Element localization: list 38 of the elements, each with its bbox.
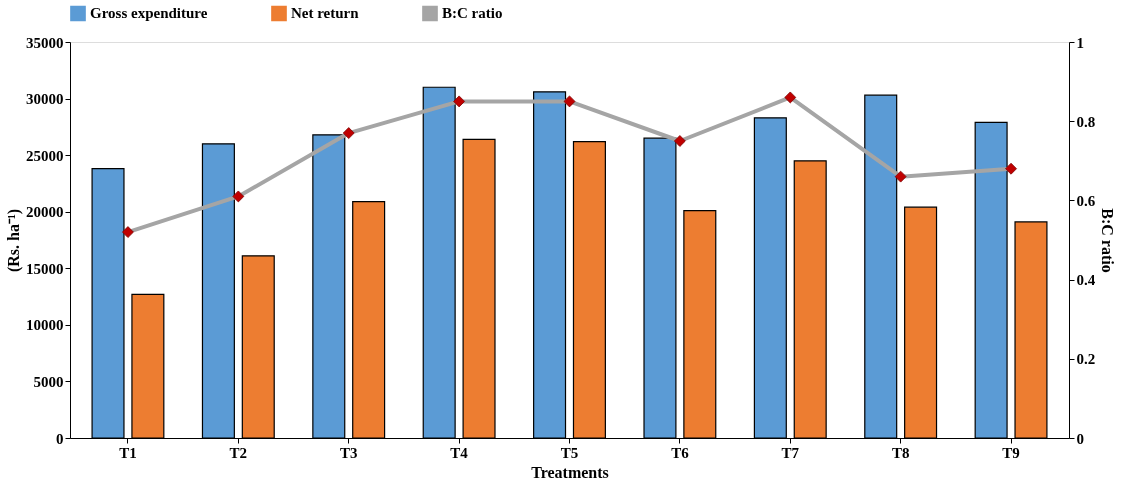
y-tick-label: 15000 bbox=[26, 260, 64, 277]
y2-tick-label: 0 bbox=[1076, 430, 1084, 447]
point bbox=[122, 226, 134, 238]
y-tick-label: 10000 bbox=[26, 317, 64, 334]
y2-axis-title: B:C ratio bbox=[1099, 208, 1117, 273]
legend-label: B:C ratio bbox=[442, 5, 503, 22]
y-tick-label: 35000 bbox=[26, 34, 64, 51]
point bbox=[894, 170, 907, 183]
x-axis-title: Treatments bbox=[531, 463, 609, 481]
point bbox=[232, 190, 245, 203]
y2-tick-label: 1 bbox=[1076, 34, 1084, 51]
x-tick-label: T9 bbox=[1002, 444, 1020, 461]
point bbox=[342, 127, 355, 139]
y-axis-title: (Rs. ha⁻¹) bbox=[5, 208, 23, 273]
y-tick-label: 30000 bbox=[26, 91, 64, 108]
y-tick-label: 5000 bbox=[33, 373, 64, 390]
point bbox=[784, 91, 797, 104]
point bbox=[453, 95, 465, 108]
y-tick-label: 0 bbox=[56, 430, 64, 447]
x-tick-label: T6 bbox=[671, 444, 690, 461]
y-tick-label: 25000 bbox=[26, 147, 64, 164]
x-tick-label: T7 bbox=[781, 444, 800, 461]
y2-tick-label: 0.8 bbox=[1076, 113, 1096, 130]
y2-tick-label: 0.4 bbox=[1076, 272, 1096, 289]
point bbox=[1005, 162, 1017, 175]
x-tick-label: T3 bbox=[339, 444, 358, 461]
x-tick-label: T4 bbox=[450, 444, 469, 461]
x-tick-label: T2 bbox=[229, 444, 248, 461]
point bbox=[674, 135, 686, 147]
point bbox=[563, 95, 576, 108]
y2-tick-label: 0.2 bbox=[1076, 351, 1096, 368]
y2-tick-label: 0.6 bbox=[1076, 192, 1096, 209]
legend-label: Gross expenditure bbox=[90, 5, 208, 22]
y-tick-label: 20000 bbox=[26, 204, 64, 221]
x-tick-label: T5 bbox=[560, 444, 579, 461]
x-tick-label: T1 bbox=[119, 444, 137, 461]
x-tick-label: T8 bbox=[891, 444, 910, 461]
legend-label: Net return bbox=[291, 5, 360, 22]
